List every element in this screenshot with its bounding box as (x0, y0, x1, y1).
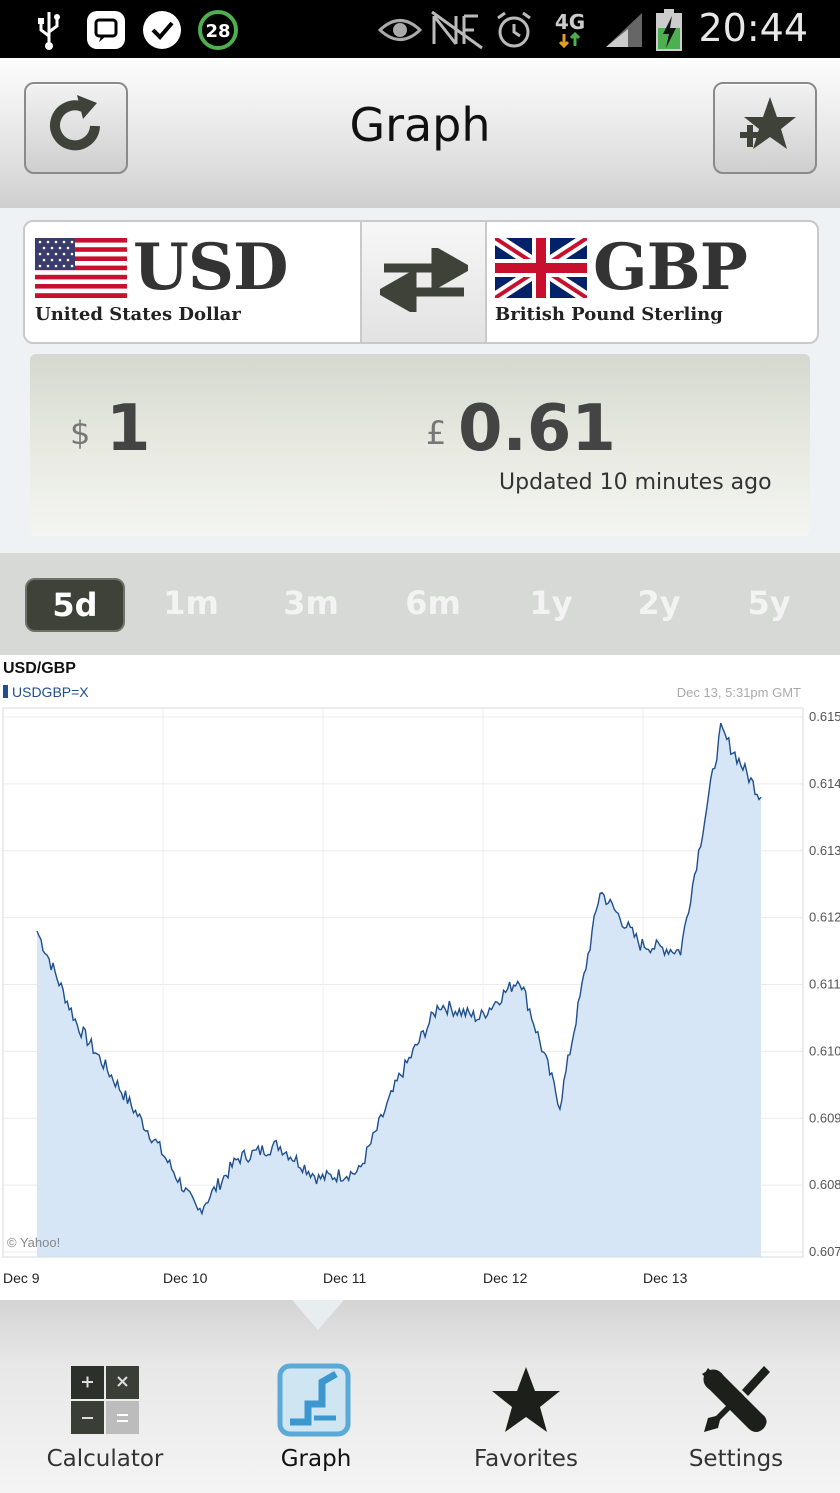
period-tabs: 5d 1m 3m 6m 1y 2y 5y (0, 553, 840, 655)
chart-svg: USD/GBP USDGBP=X Dec 13, 5:31pm GMT © Ya… (2, 660, 840, 1286)
y-tick-label: 0.610 (809, 1043, 840, 1058)
y-tick-label: 0.612 (809, 910, 840, 925)
converter-section: USD United States Dollar GBP British Pou… (0, 208, 840, 553)
notification-count: 28 (205, 21, 230, 42)
currency-selector: USD United States Dollar GBP British Pou… (23, 220, 819, 344)
x-tick-label: Dec 10 (163, 1270, 208, 1286)
chart-credit: © Yahoo! (7, 1235, 60, 1250)
to-currency-code: GBP (593, 230, 748, 305)
x-tick-label: Dec 13 (643, 1270, 688, 1286)
status-bar: 28 4G 20:44 (0, 0, 840, 58)
from-currency-symbol: $ (70, 414, 91, 452)
star-icon (492, 1367, 560, 1432)
y-tick-label: 0.615 (809, 709, 840, 724)
skype-icon (140, 8, 184, 52)
swap-arrows-icon (374, 244, 473, 316)
alarm-icon (494, 8, 534, 52)
signal-icon (604, 8, 644, 52)
nav-label-settings: Settings (688, 1446, 784, 1472)
chart-title: USD/GBP (3, 660, 76, 677)
add-favorite-button[interactable] (713, 82, 817, 174)
active-indicator (292, 1300, 344, 1330)
graph-icon (277, 1363, 351, 1437)
legend-swatch (3, 685, 8, 698)
network-type-icon: 4G (550, 8, 590, 52)
from-amount-input[interactable]: 1 (106, 392, 151, 466)
nav-favorites[interactable]: Favorites (426, 1360, 626, 1480)
series-line (36, 722, 762, 1216)
exchange-rate-chart: USD/GBP USDGBP=X Dec 13, 5:31pm GMT © Ya… (0, 655, 840, 1300)
bottom-navigation: Calculator Graph Favorites Settings (0, 1300, 840, 1493)
us-flag-icon (35, 238, 127, 298)
nav-label-favorites: Favorites (474, 1446, 578, 1472)
usb-icon (34, 8, 64, 52)
x-tick-label: Dec 11 (323, 1270, 367, 1286)
nav-label-calculator: Calculator (46, 1446, 164, 1472)
calculator-icon (71, 1366, 139, 1434)
chat-app-icon (84, 8, 128, 52)
battery-charging-icon (652, 8, 686, 52)
last-updated-text: Updated 10 minutes ago (499, 470, 772, 495)
x-tick-label: Dec 9 (3, 1270, 40, 1286)
to-currency-selector[interactable]: GBP British Pound Sterling (485, 222, 817, 342)
y-tick-label: 0.614 (809, 776, 840, 791)
nav-settings[interactable]: Settings (636, 1360, 836, 1480)
plot-frame (2, 707, 804, 1258)
amount-panel: $ 1 £ 0.61 Updated 10 minutes ago (30, 354, 810, 536)
nfc-muted-icon (430, 8, 484, 52)
notification-count-icon: 28 (196, 8, 240, 52)
series-area (37, 723, 761, 1257)
from-currency-selector[interactable]: USD United States Dollar (25, 222, 358, 342)
tab-5y[interactable]: 5y (747, 584, 791, 622)
tab-1m[interactable]: 1m (163, 584, 219, 622)
to-amount-value: 0.61 (458, 392, 616, 466)
to-currency-symbol: £ (426, 414, 447, 452)
swap-currencies-button[interactable] (360, 222, 487, 342)
eye-icon (378, 8, 422, 52)
nav-label-graph: Graph (280, 1446, 352, 1472)
page-title: Graph (349, 98, 491, 152)
y-tick-label: 0.607 (809, 1244, 840, 1259)
y-tick-label: 0.608 (809, 1177, 840, 1192)
tab-1y[interactable]: 1y (529, 584, 573, 622)
star-plus-icon (732, 93, 798, 163)
y-tick-label: 0.609 (809, 1110, 840, 1125)
y-tick-label: 0.611 (809, 977, 840, 992)
x-tick-label: Dec 12 (483, 1270, 528, 1286)
refresh-button[interactable] (24, 82, 128, 174)
nav-graph[interactable]: Graph (216, 1360, 416, 1480)
refresh-icon (43, 93, 109, 163)
status-time: 20:44 (698, 6, 808, 50)
from-currency-code: USD (133, 230, 289, 305)
y-tick-label: 0.613 (809, 843, 840, 858)
tab-6m[interactable]: 6m (405, 584, 461, 622)
chart-timestamp: Dec 13, 5:31pm GMT (677, 685, 801, 700)
settings-icon (702, 1366, 770, 1432)
tab-5d[interactable]: 5d (25, 578, 125, 632)
legend-label: USDGBP=X (12, 684, 89, 700)
from-currency-name: United States Dollar (35, 304, 241, 325)
tab-3m[interactable]: 3m (283, 584, 339, 622)
to-currency-name: British Pound Sterling (495, 304, 723, 325)
title-bar: Graph (0, 58, 840, 210)
nav-calculator[interactable]: Calculator (5, 1360, 205, 1480)
network-type-label: 4G (554, 10, 586, 34)
tab-2y[interactable]: 2y (637, 584, 681, 622)
uk-flag-icon (495, 238, 587, 298)
